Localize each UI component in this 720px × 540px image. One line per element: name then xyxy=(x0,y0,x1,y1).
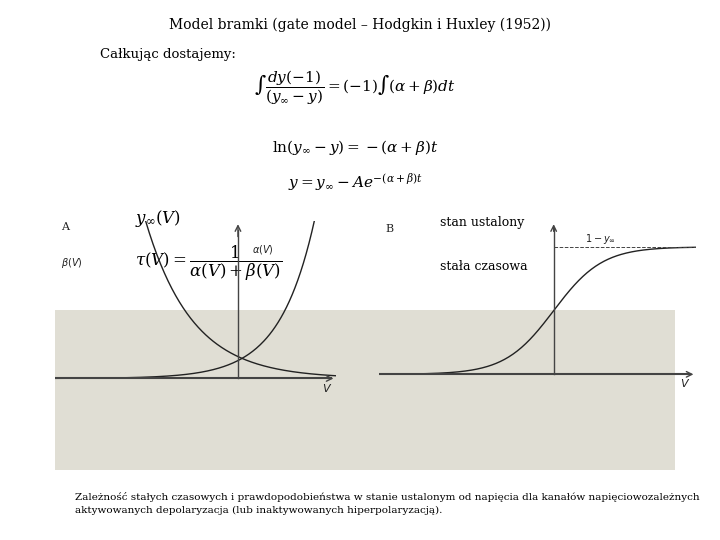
Text: $\beta(V)$: $\beta(V)$ xyxy=(61,256,83,271)
Text: $V$: $V$ xyxy=(323,382,333,394)
Text: $y = y_{\infty} - Ae^{-(\alpha+\beta)t}$: $y = y_{\infty} - Ae^{-(\alpha+\beta)t}$ xyxy=(287,172,423,194)
Text: stała czasowa: stała czasowa xyxy=(440,260,528,273)
Text: stan ustalony: stan ustalony xyxy=(440,216,524,229)
Text: $\ln(y_{\infty} - y) = -(\alpha + \beta)t$: $\ln(y_{\infty} - y) = -(\alpha + \beta)… xyxy=(271,138,438,157)
Text: $\alpha(V)$: $\alpha(V)$ xyxy=(252,244,274,256)
Text: Całkując dostajemy:: Całkując dostajemy: xyxy=(100,48,236,61)
Text: $1-y_{\infty}$: $1-y_{\infty}$ xyxy=(585,232,616,246)
Text: $\tau(V) = \dfrac{1}{\alpha(V) + \beta(V)}$: $\tau(V) = \dfrac{1}{\alpha(V) + \beta(V… xyxy=(135,244,282,283)
Text: B: B xyxy=(386,224,394,234)
Text: $V$: $V$ xyxy=(680,377,690,389)
Text: Zależność stałych czasowych i prawdopodobieństwa w stanie ustalonym od napięcia : Zależność stałych czasowych i prawdopodo… xyxy=(75,492,700,515)
Bar xyxy=(55,310,675,470)
Text: A: A xyxy=(61,222,69,232)
Text: $\int \dfrac{dy(-1)}{(y_{\infty} - y)} = (-1)\int (\alpha + \beta)dt$: $\int \dfrac{dy(-1)}{(y_{\infty} - y)} =… xyxy=(254,68,456,107)
Text: $y_{\infty}(V)$: $y_{\infty}(V)$ xyxy=(135,208,181,229)
Text: Model bramki (gate model – Hodgkin i Huxley (1952)): Model bramki (gate model – Hodgkin i Hux… xyxy=(169,18,551,32)
